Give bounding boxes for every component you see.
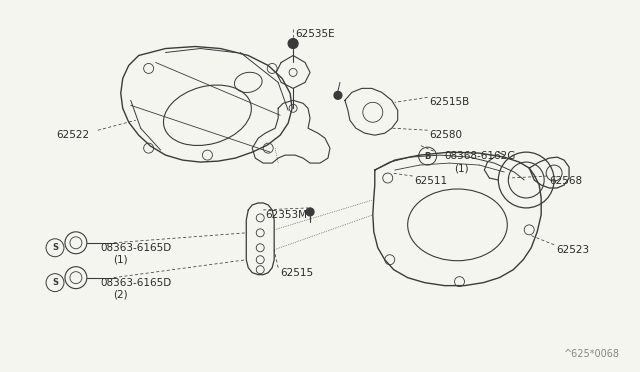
Text: 62535E: 62535E <box>295 29 335 39</box>
Text: 62580: 62580 <box>429 130 463 140</box>
Circle shape <box>306 208 314 216</box>
Text: 62568: 62568 <box>549 176 582 186</box>
Text: 62515B: 62515B <box>429 97 470 108</box>
Text: (1): (1) <box>454 163 469 173</box>
Circle shape <box>288 39 298 48</box>
Text: 62511: 62511 <box>415 176 448 186</box>
Text: S: S <box>52 278 58 287</box>
Text: 08368-6162G: 08368-6162G <box>445 151 516 161</box>
Text: (1): (1) <box>113 255 127 265</box>
Text: S: S <box>52 243 58 252</box>
Text: 62515: 62515 <box>280 268 313 278</box>
Text: B: B <box>424 152 431 161</box>
Text: ^625*0068: ^625*0068 <box>564 349 620 359</box>
Circle shape <box>334 92 342 99</box>
Text: 62522: 62522 <box>56 130 89 140</box>
Text: 62353M: 62353M <box>265 210 307 220</box>
Text: 62523: 62523 <box>556 245 589 255</box>
Text: 08363-6165D: 08363-6165D <box>101 243 172 253</box>
Text: 08363-6165D: 08363-6165D <box>101 278 172 288</box>
Text: (2): (2) <box>113 290 127 299</box>
